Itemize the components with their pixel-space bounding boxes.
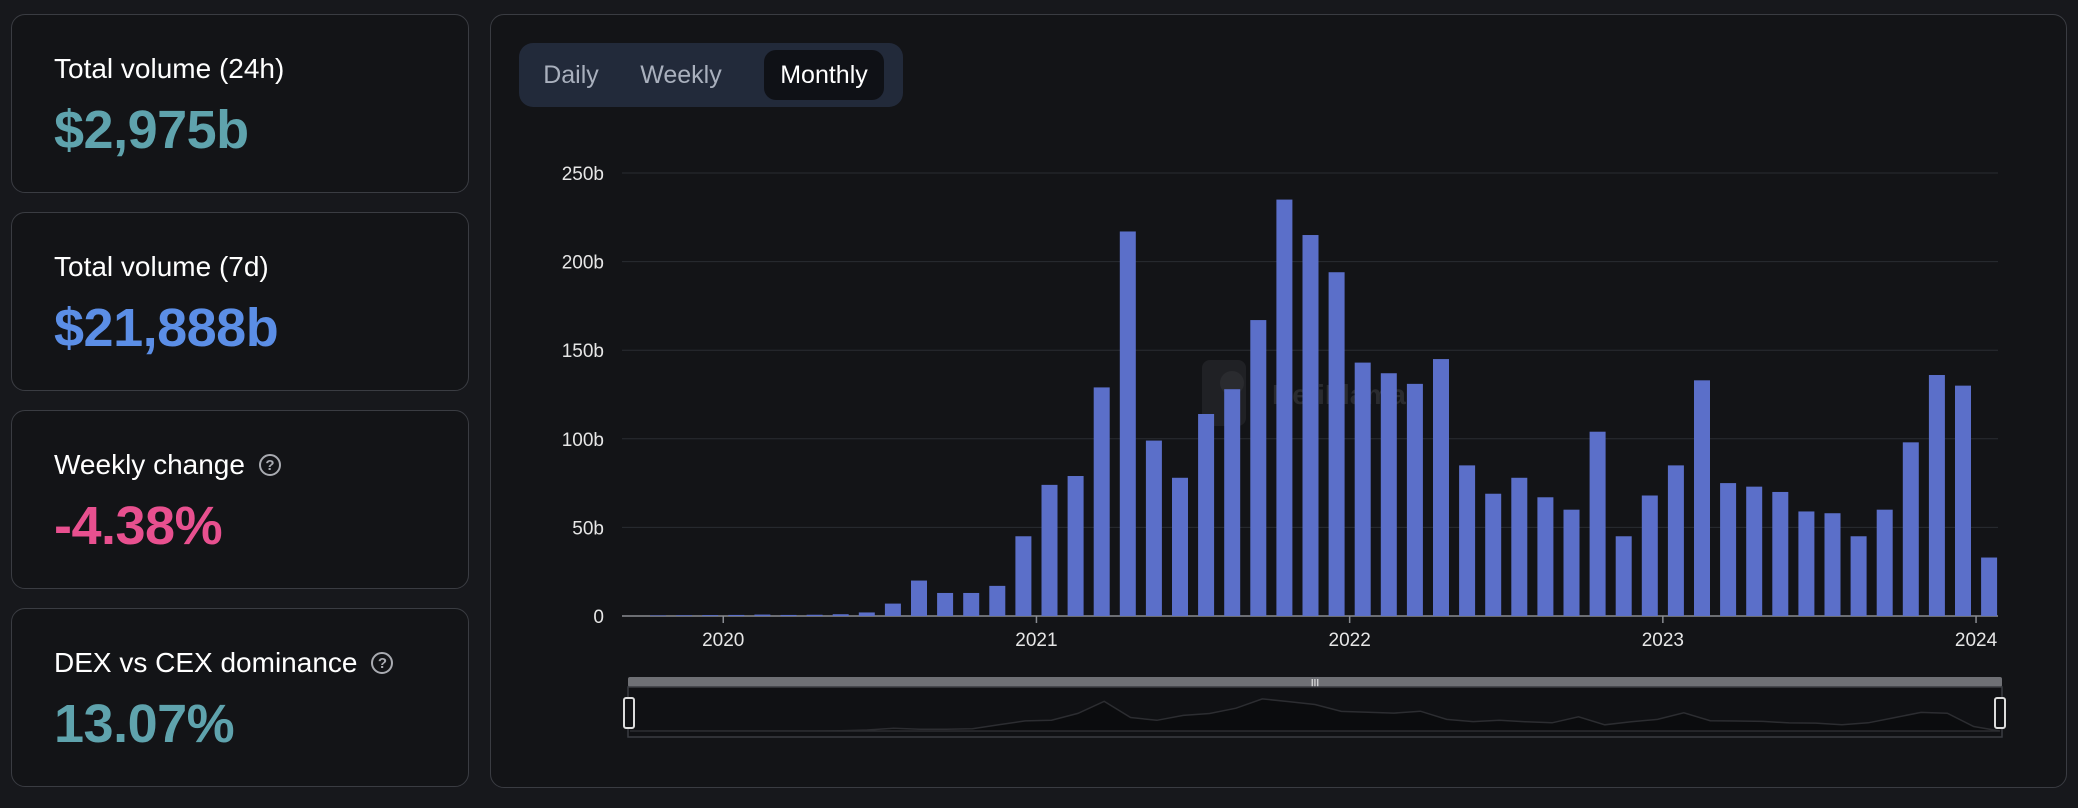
slider-grip-icon: |||: [1311, 678, 1320, 690]
help-icon[interactable]: ?: [258, 454, 281, 476]
help-icon[interactable]: ?: [371, 652, 394, 674]
stat-card-dex-cex-dominance: DEX vs CEX dominance ? 13.07%: [11, 608, 469, 787]
chart-panel: Daily Weekly Monthly: [490, 14, 2067, 788]
zoom-handle-right[interactable]: [1994, 697, 2006, 729]
stat-card-volume-24h: Total volume (24h) $2,975b: [11, 14, 469, 193]
stat-value: 13.07%: [54, 694, 235, 754]
stat-card-volume-7d: Total volume (7d) $21,888b: [11, 212, 469, 391]
zoom-handle-left[interactable]: [623, 697, 635, 729]
overview-line: [629, 698, 2001, 732]
stat-label: Weekly change ?: [54, 449, 281, 481]
stat-value: $21,888b: [54, 298, 279, 358]
period-tabs: Daily Weekly Monthly: [519, 43, 903, 107]
stat-value: $2,975b: [54, 100, 249, 160]
stat-label: Total volume (7d): [54, 251, 269, 282]
stat-label: DEX vs CEX dominance ?: [54, 647, 394, 679]
tab-weekly[interactable]: Weekly: [640, 61, 722, 89]
stat-label: Total volume (24h): [54, 53, 285, 84]
zoom-slider-bar[interactable]: [628, 677, 2002, 687]
stat-value: -4.38%: [54, 496, 223, 556]
tab-daily[interactable]: Daily: [543, 61, 599, 89]
stat-card-weekly-change: Weekly change ? -4.38%: [11, 410, 469, 589]
tab-monthly[interactable]: Monthly: [764, 50, 884, 100]
zoom-slider: |||: [623, 677, 2006, 738]
